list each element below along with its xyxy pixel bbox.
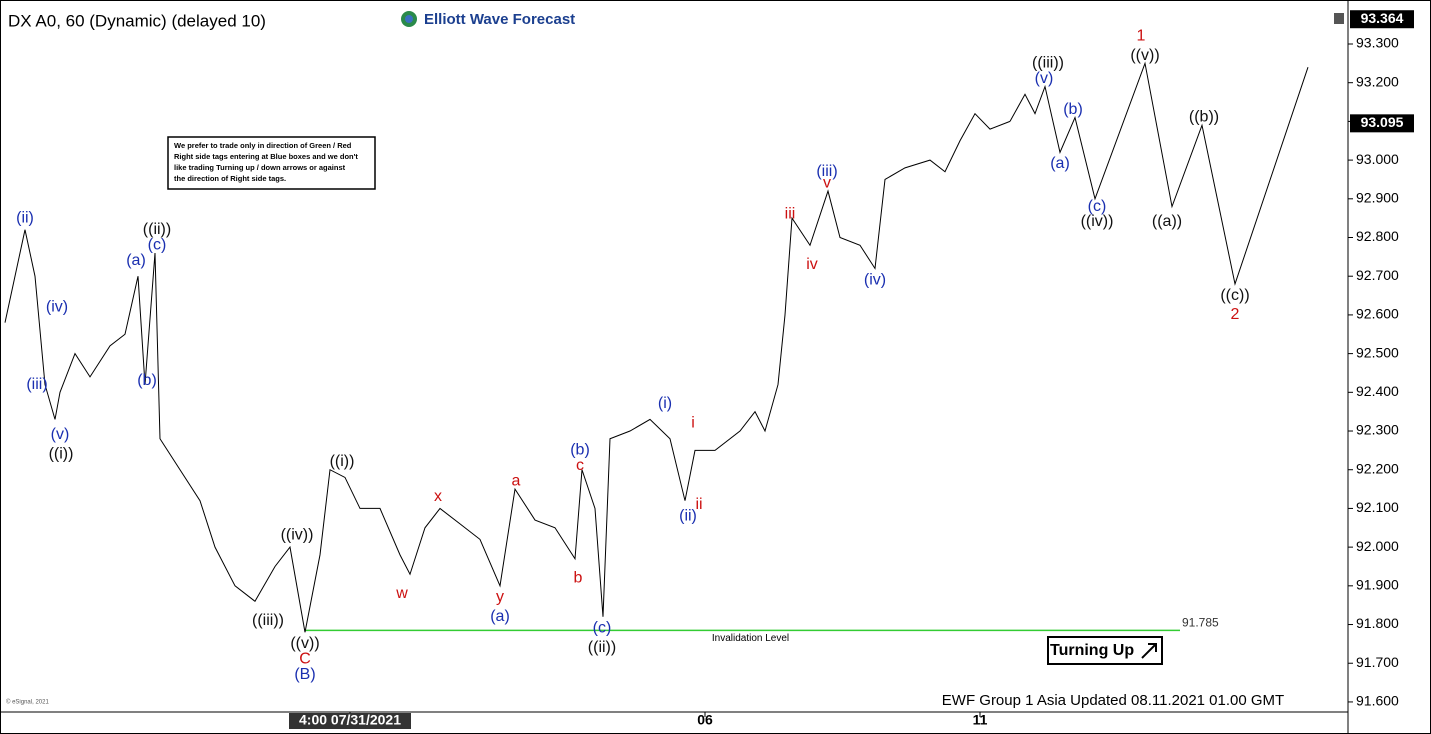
wave-label: ((c)): [1220, 287, 1249, 304]
y-tick-label: 91.600: [1356, 693, 1399, 709]
wave-label: ((ii)): [588, 639, 616, 656]
wave-label: (iv): [864, 271, 886, 288]
wave-label: (a): [490, 608, 510, 625]
y-tick-label: 91.900: [1356, 577, 1399, 593]
wave-label: (b): [1063, 101, 1083, 118]
y-tick-label: 92.900: [1356, 190, 1399, 206]
y-tick-label: 91.800: [1356, 615, 1399, 631]
y-tick-label: 92.500: [1356, 344, 1399, 360]
price-line: [4, 112, 1011, 633]
y-tick-label: 92.200: [1356, 460, 1399, 476]
wave-label: ((iv)): [281, 527, 314, 544]
copyright: © eSignal, 2021: [6, 699, 49, 706]
wave-label: 2: [1231, 306, 1240, 323]
y-tick-label: 92.000: [1356, 538, 1399, 554]
wave-label: iv: [806, 256, 818, 273]
x-tick-label: 11: [973, 712, 988, 728]
note-line: We prefer to trade only in direction of …: [174, 141, 352, 150]
wave-label: ii: [695, 496, 702, 513]
x-tick-highlight: [289, 713, 411, 729]
wave-label: ((i)): [330, 453, 355, 470]
note-line: the direction of Right side tags.: [174, 174, 286, 183]
y-tick-label: 93.000: [1356, 151, 1399, 167]
wave-label: (ii): [16, 209, 34, 226]
badge-box: [1047, 636, 1163, 665]
y-tick-label: 92.300: [1356, 422, 1399, 438]
y-tick-label: 92.400: [1356, 383, 1399, 399]
brand: Elliott Wave Forecast: [424, 11, 575, 28]
wave-label: (iii): [816, 163, 837, 180]
price-tag-box: [1350, 114, 1414, 133]
wave-label: (c): [148, 236, 167, 253]
wave-label: (b): [570, 442, 590, 459]
wave-label: (i): [658, 395, 672, 412]
wave-label: ((b)): [1189, 109, 1219, 126]
wave-label: ((ii)): [143, 221, 171, 238]
x-tick-label: 4:00 07/31/2021: [299, 712, 401, 728]
price-tag-box: [1350, 10, 1414, 29]
wave-label: (c): [1088, 198, 1107, 215]
y-tick-label: 92.800: [1356, 228, 1399, 244]
footer: EWF Group 1 Asia Updated 08.11.2021 01.0…: [942, 692, 1284, 709]
chart-title: DX A0, 60 (Dynamic) (delayed 10): [8, 11, 266, 30]
wave-label: c: [576, 457, 584, 474]
logo-icon-inner: [405, 15, 413, 23]
menu-icon: [1334, 13, 1344, 24]
wave-label: (a): [126, 252, 146, 269]
badge-arrow: [1141, 643, 1157, 659]
price-line: [1009, 61, 1309, 286]
wave-label: x: [434, 488, 442, 505]
wave-label: ((v)): [290, 635, 319, 652]
wave-label: i: [691, 414, 695, 431]
wave-label: ((v)): [1130, 47, 1159, 64]
wave-label: (b): [137, 372, 157, 389]
wave-label: ((a)): [1152, 213, 1182, 230]
wave-label: ((iii)): [1032, 55, 1064, 72]
y-tick-label: 93.300: [1356, 35, 1399, 51]
wave-label: iii: [785, 206, 796, 223]
x-tick-label: 06: [697, 712, 713, 728]
note-line: like trading Turning up / down arrows or…: [174, 163, 346, 172]
wave-label: (c): [593, 620, 612, 637]
y-tick-label: 91.700: [1356, 654, 1399, 670]
wave-label: (v): [1035, 70, 1054, 87]
y-tick-label: 92.100: [1356, 499, 1399, 515]
wave-label: y: [496, 589, 504, 606]
wave-label: (iv): [46, 298, 68, 315]
note: We prefer to trade only in direction of …: [174, 141, 358, 183]
y-tick-label: 93.200: [1356, 73, 1399, 89]
wave-label: w: [395, 585, 408, 602]
wave-label: C: [299, 651, 311, 668]
price-tag: 93.095: [1361, 114, 1404, 130]
wave-label: 1: [1137, 27, 1146, 44]
wave-label: (a): [1050, 155, 1070, 172]
wave-label: (ii): [679, 507, 697, 524]
invalidation-value: 91.785: [1182, 616, 1219, 630]
wave-label: b: [574, 569, 583, 586]
wave-label: (v): [51, 426, 70, 443]
wave-label: ((iv)): [1081, 213, 1114, 230]
note-line: Right side tags entering at Blue boxes a…: [174, 152, 358, 161]
wave-label: ((iii)): [252, 612, 284, 629]
wave-label: (iii): [26, 376, 47, 393]
wave-label: v: [823, 175, 831, 192]
wave-label: ((i)): [49, 445, 74, 462]
y-tick-label: 92.700: [1356, 267, 1399, 283]
invalidation-label: Invalidation Level: [712, 633, 789, 644]
note-box: [167, 136, 376, 190]
price-tag: 93.364: [1361, 10, 1404, 26]
wave-label: (B): [294, 666, 315, 683]
badge: Turning Up: [1050, 642, 1134, 659]
wave-label: a: [512, 473, 521, 490]
y-tick-label: 92.600: [1356, 306, 1399, 322]
